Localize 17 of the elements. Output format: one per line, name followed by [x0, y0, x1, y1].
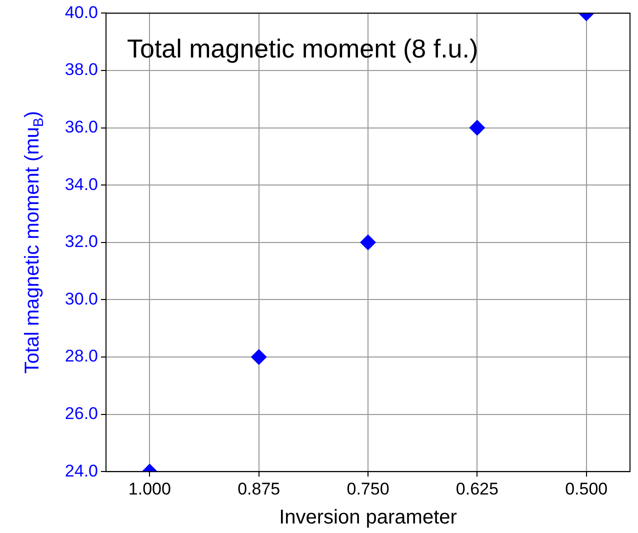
- y-tick-label: 36.0: [64, 117, 98, 136]
- y-axis-title: Total magnetic moment (muB): [22, 111, 46, 374]
- y-tick-label: 30.0: [64, 289, 98, 308]
- y-tick-label: 38.0: [64, 60, 98, 80]
- x-tick-label: 0.875: [238, 479, 280, 498]
- text: Total magnetic moment (8 f.u.): [127, 33, 478, 64]
- x-axis-title: Inversion parameter: [279, 506, 458, 529]
- y-tick-label: 24.0: [64, 461, 98, 480]
- y-tick-label: 40.0: [64, 2, 98, 22]
- y-tick-label: 26.0: [64, 404, 98, 423]
- y-tick-label: 32.0: [64, 232, 98, 252]
- x-tick-label: 0.625: [456, 479, 498, 498]
- y-tick-label: 34.0: [64, 174, 98, 194]
- y-tick-label: 28.0: [64, 346, 98, 366]
- x-tick-label: 1.000: [128, 479, 171, 498]
- x-tick-label: 0.500: [565, 479, 608, 498]
- x-tick-label: 0.750: [346, 479, 390, 498]
